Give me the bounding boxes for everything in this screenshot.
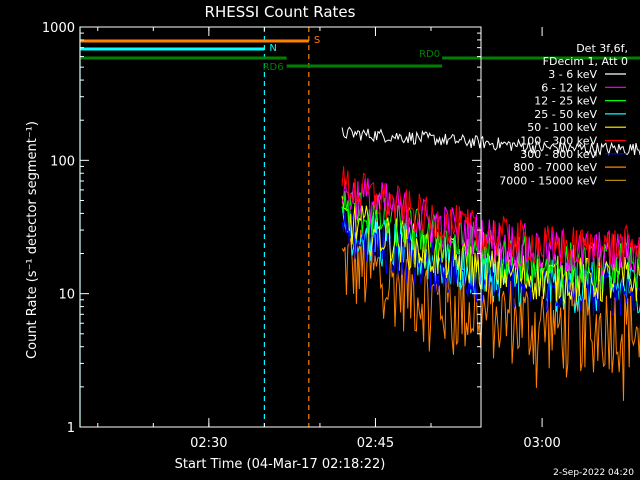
flag-label-s: S: [314, 35, 320, 46]
series-line-800-7000-kev: [341, 227, 640, 401]
legend-label: 7000 - 15000 keV: [499, 174, 597, 187]
legend-label: 100 - 300 keV: [520, 135, 597, 148]
series-line-25-50-kev: [341, 206, 640, 314]
y-tick-label: 10: [58, 288, 75, 303]
y-axis: 1 10 100 1000: [42, 21, 481, 436]
y-tick-label: 1: [67, 421, 75, 436]
series-line-3-6-kev: [341, 126, 640, 158]
flag-bar-layer: S N RD0 RD6: [80, 35, 640, 73]
x-tick-label: 02:45: [357, 436, 394, 451]
series-line-100-300-kev: [341, 166, 640, 268]
legend-label: 50 - 100 keV: [527, 121, 597, 134]
legend-label: 6 - 12 keV: [541, 81, 597, 94]
legend-header-line-2: FDecim 1, Att 0: [543, 55, 628, 68]
legend-header-line-1: Det 3f,6f,: [576, 42, 628, 55]
series-line-12-25-kev: [341, 191, 640, 291]
legend-label: 25 - 50 keV: [534, 108, 597, 121]
x-tick-label: 03:00: [523, 436, 560, 451]
series-line-6-12-kev: [341, 178, 640, 276]
y-tick-label: 100: [50, 154, 75, 169]
legend-label: 12 - 25 keV: [534, 95, 597, 108]
y-tick-label: 1000: [42, 21, 75, 36]
legend-label: 300 - 800 keV: [520, 148, 597, 161]
series-line-300-800-kev: [341, 211, 640, 317]
series-line-50-100-kev: [341, 195, 640, 305]
legend-label: 800 - 7000 keV: [513, 161, 597, 174]
x-axis-label: Start Time (04-Mar-17 02:18:22): [175, 457, 386, 472]
flag-label-rd6: RD6: [263, 62, 284, 73]
series-layer: [341, 126, 640, 401]
date-stamp: 2-Sep-2022 04:20: [553, 468, 634, 478]
flag-label-n: N: [269, 43, 276, 54]
y-axis-label: Count Rate (s⁻¹ detector segment⁻¹): [25, 121, 40, 359]
legend-label: 3 - 6 keV: [548, 68, 597, 81]
x-tick-label: 02:30: [190, 436, 227, 451]
chart-title: RHESSI Count Rates: [205, 3, 356, 21]
plot-frame: [79, 26, 482, 428]
flag-label-rd0: RD0: [419, 49, 440, 60]
